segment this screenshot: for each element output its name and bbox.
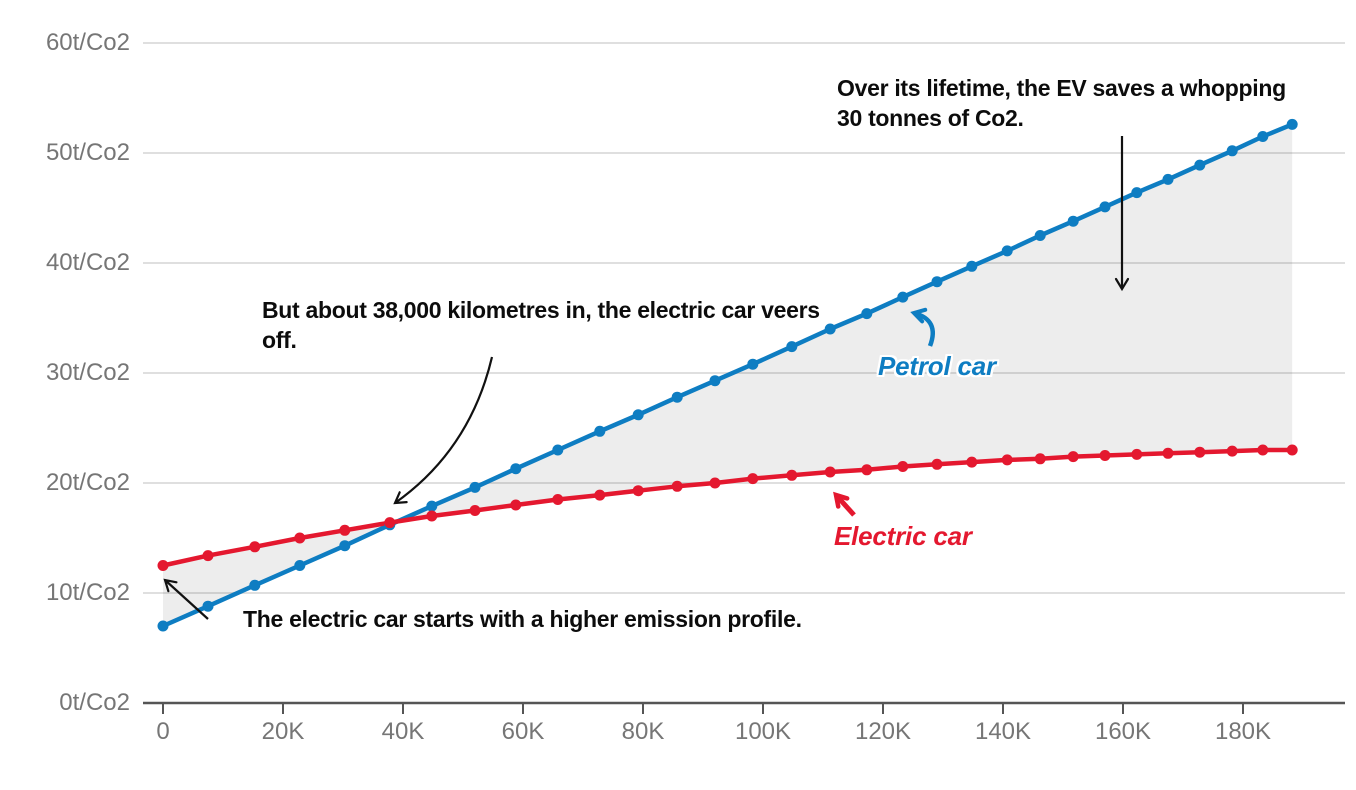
petrol-car-point (1162, 173, 1174, 185)
electric-car-point (1099, 450, 1111, 461)
petrol-car-point (469, 481, 481, 493)
x-axis-tick-label: 20K (261, 718, 305, 745)
y-axis-tick-label: 30t/Co2 (45, 359, 130, 386)
electric-car-point (552, 494, 564, 505)
electric-car-point (786, 469, 798, 481)
petrol-car-point (426, 500, 438, 512)
annotation-higher-start: The electric car starts with a higher em… (243, 604, 802, 634)
petrol-car-point (861, 308, 873, 320)
electric-car-point (1162, 447, 1174, 459)
petrol-car-point (1099, 201, 1111, 213)
electric-car-point (1194, 446, 1206, 458)
petrol-car-point (594, 425, 606, 437)
y-axis-tick-label: 0t/Co2 (59, 689, 130, 716)
x-axis-tick-label: 100K (734, 718, 792, 745)
petrol-car-point (1286, 118, 1298, 130)
electric-car-point (632, 485, 644, 497)
petrol-car-point (510, 463, 522, 475)
annotation-lifetime-savings: Over its lifetime, the EV saves a whoppi… (837, 73, 1286, 133)
petrol-car-point (552, 444, 564, 456)
petrol-car-point (1194, 159, 1206, 171)
electric-car-point (861, 464, 873, 476)
y-axis-tick-label: 50t/Co2 (45, 139, 130, 166)
x-axis-tick-label: 40K (381, 718, 425, 745)
petrol-car-point (1001, 245, 1013, 257)
electric-car-point (1034, 453, 1046, 465)
electric-car-point (339, 524, 351, 536)
petrol-car-point (632, 409, 644, 421)
electric-car-point (966, 456, 978, 468)
petrol-car-point (786, 341, 798, 353)
petrol-car-point (202, 600, 214, 612)
petrol-car-point (966, 260, 978, 272)
petrol-car-label: Petrol car (878, 351, 996, 381)
petrol-car-point (1034, 230, 1046, 241)
annotation-veers-off: But about 38,000 kilometres in, the elec… (262, 295, 820, 355)
electric-car-point (1226, 445, 1238, 457)
petrol-car-point (249, 579, 261, 591)
x-axis-tick-label: 120K (854, 718, 912, 745)
petrol-car-point (294, 560, 306, 571)
annotation-line: off. (262, 327, 297, 353)
electric-car-point (1257, 444, 1269, 456)
electric-car-point (469, 505, 481, 516)
higher-start-arrow (163, 578, 209, 620)
petrol-car-point (1226, 145, 1238, 157)
annotation-line: The electric car starts with a higher em… (243, 606, 802, 632)
annotation-line: Over its lifetime, the EV saves a whoppi… (837, 75, 1286, 101)
electric-car-label: Electric car (834, 521, 972, 551)
x-axis-tick-label: 180K (1214, 718, 1272, 745)
petrol-car-point (747, 358, 759, 370)
petrol-car-point (1257, 131, 1269, 142)
electric-car-point (747, 473, 759, 485)
x-axis-tick-label: 0 (156, 718, 170, 745)
petrol-car-point (157, 620, 169, 632)
petrol-car-point (339, 540, 351, 552)
electric-car-point (671, 480, 683, 492)
petrol-car-point (824, 323, 836, 335)
y-axis-tick-label: 20t/Co2 (45, 469, 130, 496)
electric-car-point (294, 532, 306, 544)
gridlines (143, 42, 1345, 594)
electric-car-point (824, 466, 836, 478)
annotation-line: 30 tonnes of Co2. (837, 105, 1024, 131)
x-axis-tick-label: 160K (1094, 718, 1152, 745)
annotation-arrows (163, 136, 1130, 620)
y-axis-tick-label: 60t/Co2 (45, 29, 130, 56)
electric-car-point (1001, 454, 1013, 466)
electric-car-point (897, 461, 909, 472)
x-axis-tick-label: 140K (974, 718, 1032, 745)
annotation-line: But about 38,000 kilometres in, the elec… (262, 297, 820, 323)
y-axis-tick-label: 10t/Co2 (45, 579, 130, 606)
x-axis-tick-label: 60K (501, 718, 545, 745)
electric-car-point (709, 477, 721, 489)
electric-car-point (202, 550, 214, 562)
electric-car-point (426, 510, 438, 522)
electric-car-point (1067, 451, 1079, 463)
veers-off-arrow (393, 356, 494, 505)
electric-car-point (594, 489, 606, 501)
electric-car-point (931, 458, 943, 470)
petrol-car-point (671, 391, 683, 403)
electric-label-arrow (833, 491, 856, 517)
electric-car-point (249, 541, 261, 553)
x-axis (143, 701, 1345, 714)
petrol-car-point (709, 375, 721, 387)
petrol-car-point (897, 291, 909, 303)
electric-car-point (1131, 448, 1143, 460)
y-axis-tick-label: 40t/Co2 (45, 249, 130, 276)
petrol-label-arrow (910, 307, 935, 347)
petrol-car-point (1131, 187, 1143, 199)
x-axis-tick-label: 80K (621, 718, 665, 745)
series-points (157, 118, 1298, 632)
petrol-car-point (1067, 215, 1079, 227)
electric-car-point (1286, 444, 1298, 456)
petrol-car-point (931, 276, 943, 288)
electric-car-point (510, 499, 522, 511)
electric-car-point (384, 517, 396, 529)
electric-car-point (157, 560, 169, 571)
